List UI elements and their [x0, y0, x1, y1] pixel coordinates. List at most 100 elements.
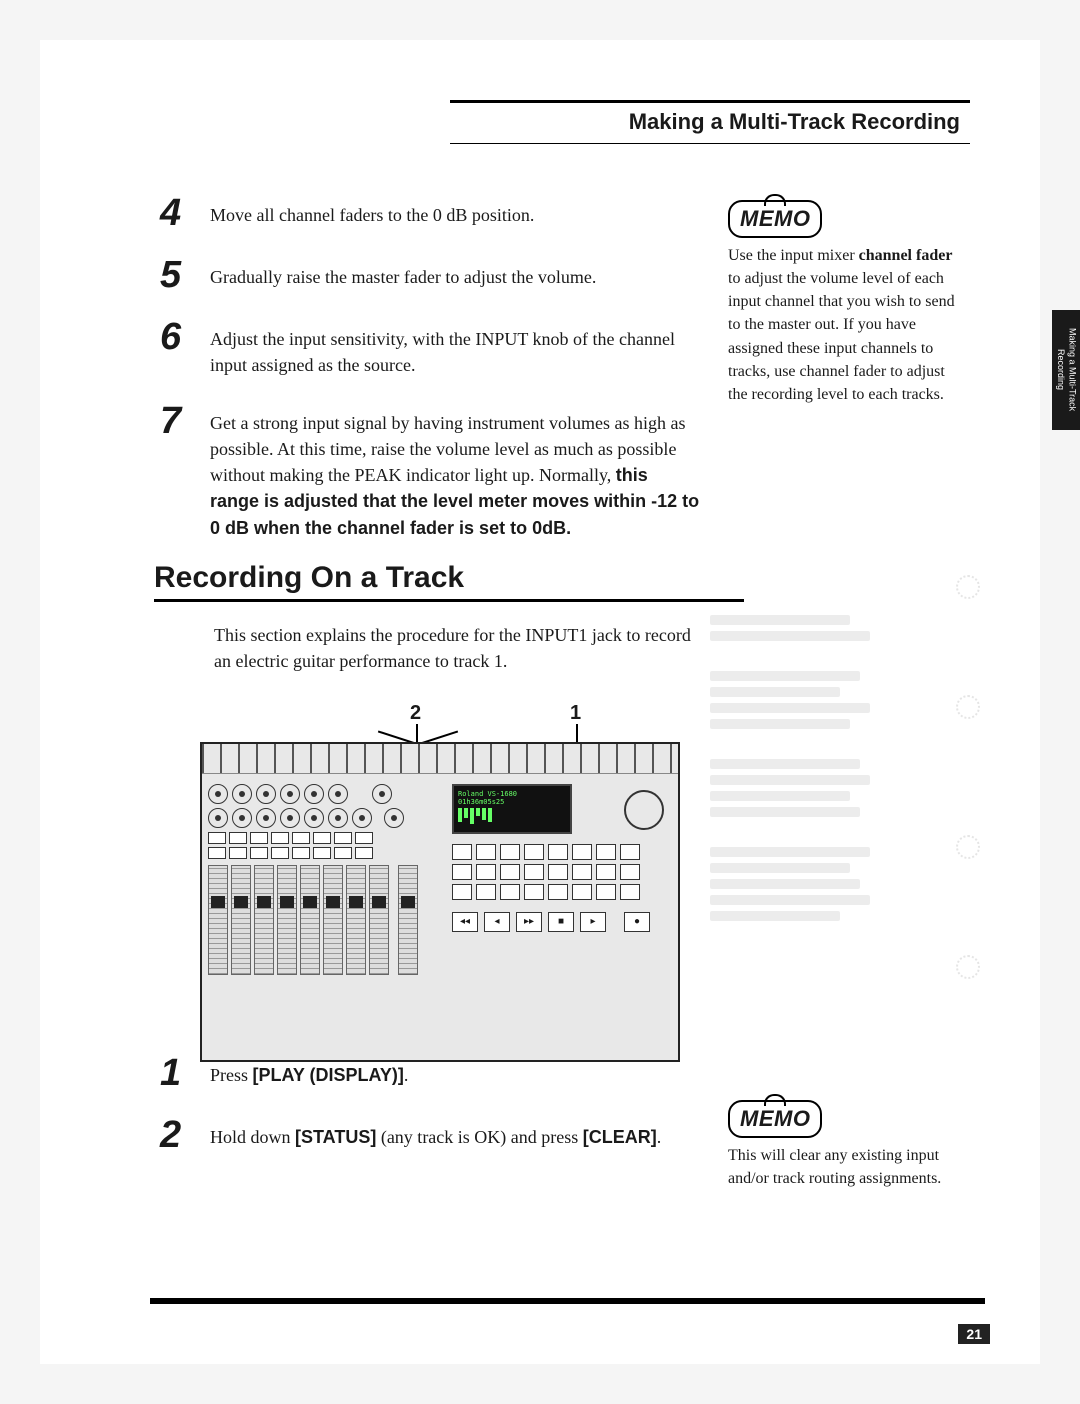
text-bold: [PLAY (DISPLAY)]: [253, 1065, 404, 1085]
text-plain: Get a strong input signal by having inst…: [210, 413, 685, 485]
knob-icon: [256, 784, 276, 804]
button-icon: [548, 864, 568, 880]
page-number: 21: [958, 1324, 990, 1344]
square-button-icon: [313, 832, 331, 844]
square-button-icon: [355, 832, 373, 844]
knob-icon: [304, 808, 324, 828]
diagram-callouts: 2 1: [200, 702, 680, 742]
fader-section: [208, 865, 438, 975]
ghost-icon: [956, 575, 980, 599]
knob-icon: [280, 784, 300, 804]
button-icon: [548, 884, 568, 900]
ghost-icon: [956, 695, 980, 719]
text-bold: [CLEAR]: [583, 1127, 657, 1147]
memo-1: MEMO Use the input mixer channel fader t…: [728, 200, 968, 406]
knob-icon: [232, 784, 252, 804]
knob-icon: [208, 808, 228, 828]
fader-icon: [398, 865, 418, 975]
knob-icon: [256, 808, 276, 828]
forward-icon: ▸▸: [516, 912, 542, 932]
back-icon: ◂: [484, 912, 510, 932]
knob-icon: [280, 808, 300, 828]
button-icon: [524, 864, 544, 880]
ghost-icon: [956, 835, 980, 859]
fader-icon: [277, 865, 297, 975]
step-number: 5: [160, 252, 210, 294]
square-button-icon: [334, 847, 352, 859]
mixer-diagram: 2 1: [200, 702, 680, 1062]
mixer-right-section: Roland VS-1680 01h36m05s25: [452, 784, 672, 932]
square-button-icon: [292, 832, 310, 844]
knob-row: [208, 808, 438, 828]
fader-icon: [231, 865, 251, 975]
square-button-icon: [250, 847, 268, 859]
button-icon: [596, 884, 616, 900]
button-icon: [596, 844, 616, 860]
rewind-icon: ◂◂: [452, 912, 478, 932]
text-plain: (any track is OK) and press: [376, 1127, 582, 1147]
callout-1: 1: [570, 702, 581, 725]
button-icon: [500, 884, 520, 900]
ghost-icon: [956, 955, 980, 979]
knob-icon: [328, 808, 348, 828]
square-button-icon: [208, 832, 226, 844]
fader-icon: [369, 865, 389, 975]
knob-icon: [372, 784, 392, 804]
mixer-top-strip: [202, 744, 678, 774]
text-plain: Press: [210, 1065, 253, 1085]
step-text: Press [PLAY (DISPLAY)].: [210, 1050, 408, 1092]
button-icon: [572, 844, 592, 860]
button-icon: [620, 864, 640, 880]
button-row: [208, 847, 438, 859]
fader-icon: [208, 865, 228, 975]
square-button-icon: [229, 847, 247, 859]
button-grid: [452, 844, 662, 900]
lower-steps: 1 Press [PLAY (DISPLAY)]. 2 Hold down [S…: [160, 1050, 700, 1174]
knob-icon: [208, 784, 228, 804]
step-text: Move all channel faders to the 0 dB posi…: [210, 190, 534, 232]
step-5: 5 Gradually raise the master fader to ad…: [160, 252, 700, 294]
text-bold: [STATUS]: [295, 1127, 376, 1147]
stop-icon: ■: [548, 912, 574, 932]
button-row: [208, 832, 438, 844]
button-icon: [524, 844, 544, 860]
step-text: Adjust the input sensitivity, with the I…: [210, 314, 700, 378]
step-text: Get a strong input signal by having inst…: [210, 398, 700, 540]
side-tab: Making a Multi-Track Recording: [1052, 310, 1080, 430]
step-text: Gradually raise the master fader to adju…: [210, 252, 596, 294]
button-icon: [500, 844, 520, 860]
record-icon: ●: [624, 912, 650, 932]
button-icon: [572, 864, 592, 880]
step-4: 4 Move all channel faders to the 0 dB po…: [160, 190, 700, 232]
button-icon: [476, 844, 496, 860]
text-plain: .: [404, 1065, 409, 1085]
callout-2: 2: [410, 702, 421, 725]
memo-text: Use the input mixer channel fader to adj…: [728, 244, 968, 406]
knob-icon: [232, 808, 252, 828]
step-1: 1 Press [PLAY (DISPLAY)].: [160, 1050, 700, 1092]
step-2: 2 Hold down [STATUS] (any track is OK) a…: [160, 1112, 700, 1154]
transport-controls: ◂◂ ◂ ▸▸ ■ ▸ ●: [452, 912, 672, 932]
button-icon: [500, 864, 520, 880]
step-number: 4: [160, 190, 210, 232]
mixer-left-section: [208, 784, 438, 975]
fader-icon: [254, 865, 274, 975]
text-plain: Hold down: [210, 1127, 295, 1147]
square-button-icon: [355, 847, 373, 859]
knob-icon: [328, 784, 348, 804]
lcd-line: Roland VS-1680: [458, 790, 566, 798]
bleed-through: [710, 555, 980, 1075]
button-icon: [476, 864, 496, 880]
memo-label: MEMO: [728, 200, 822, 238]
main-content: 4 Move all channel faders to the 0 dB po…: [160, 190, 700, 1062]
step-number: 7: [160, 398, 210, 540]
fader-icon: [323, 865, 343, 975]
button-icon: [452, 884, 472, 900]
text-plain: .: [657, 1127, 662, 1147]
knob-row: [208, 784, 438, 804]
step-number: 1: [160, 1050, 210, 1092]
memo-text: This will clear any existing input and/o…: [728, 1144, 968, 1190]
square-button-icon: [229, 832, 247, 844]
button-icon: [476, 884, 496, 900]
play-icon: ▸: [580, 912, 606, 932]
